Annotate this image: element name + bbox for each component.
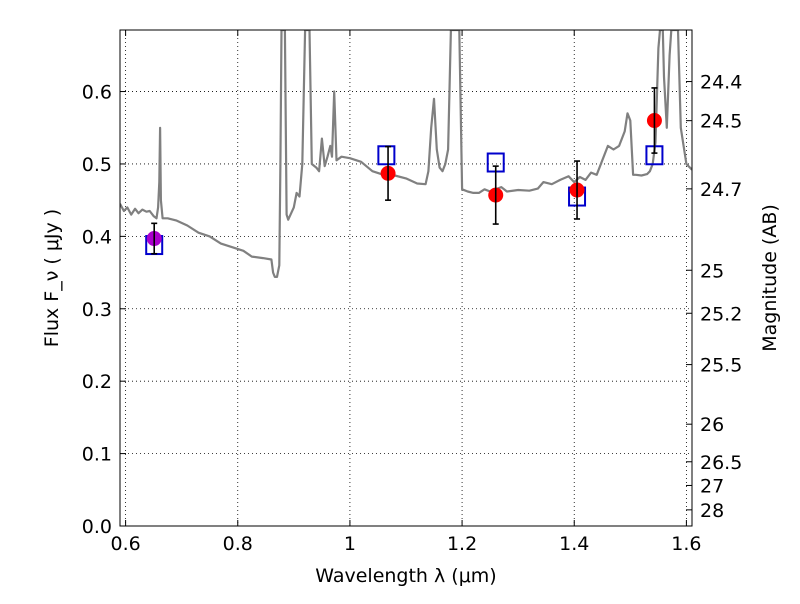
- x-tick-label: 0.6: [110, 533, 140, 555]
- plot-area: [120, 30, 692, 278]
- axes: 0.6 0.8 1 1.2 1.4 1.6 0.0 0.1 0.2 0.3 0.4 0.5 0.6 24.…: [82, 30, 742, 555]
- right-tick-label: 26.5: [700, 452, 742, 474]
- right-tick-label: 27: [700, 475, 724, 497]
- y-tick-label: 0.5: [82, 154, 112, 176]
- y-right-axis-title: Magnitude (AB): [759, 204, 781, 352]
- y-axis-title: Flux F_ν ( μJy ): [41, 209, 63, 347]
- right-tick-label: 24.7: [700, 179, 742, 201]
- x-tick-label: 0.8: [223, 533, 253, 555]
- y-tick-label: 0.6: [82, 82, 112, 104]
- y-tick-label: 0.3: [82, 299, 112, 321]
- right-tick-label: 28: [700, 500, 724, 522]
- right-tick-label: 25: [700, 260, 724, 282]
- right-tick-label: 24.5: [700, 111, 742, 133]
- right-tick-label: 26: [700, 414, 724, 436]
- x-tick-label: 1.2: [447, 533, 477, 555]
- right-tick-label: 25.5: [700, 355, 742, 377]
- spectrum-line: [120, 30, 692, 278]
- right-tick-label: 24.4: [700, 72, 742, 94]
- x-tick-label: 1.4: [559, 533, 589, 555]
- y-tick-label: 0.2: [82, 371, 112, 393]
- x-tick-label: 1.6: [671, 533, 701, 555]
- x-axis-title: Wavelength λ (μm): [315, 565, 496, 587]
- y-tick-label: 0.1: [82, 444, 112, 466]
- x-tick-label: 1: [344, 533, 356, 555]
- y-tick-label: 0.0: [82, 516, 112, 538]
- y-tick-label: 0.4: [82, 226, 112, 248]
- plot-frame: [119, 29, 693, 527]
- right-tick-label: 25.2: [700, 303, 742, 325]
